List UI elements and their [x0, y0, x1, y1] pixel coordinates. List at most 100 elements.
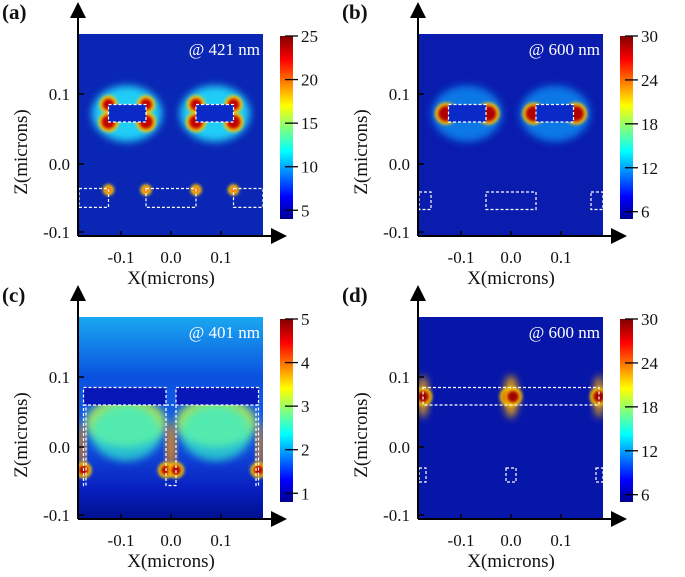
panel-label: (c): [2, 283, 25, 307]
wavelength-annotation: @ 421 nm: [189, 40, 260, 59]
y-tick-label: 0.1: [389, 368, 410, 387]
colorbar-tick-label: 18: [641, 398, 658, 417]
structure-outline: [82, 404, 87, 487]
structure-interior: [176, 387, 259, 405]
structure-outline: [535, 103, 575, 123]
structure-interior: [536, 104, 574, 122]
x-axis-label: X(microns): [127, 551, 215, 572]
colorbar-tick-label: 10: [301, 158, 318, 177]
colorbar-tick-label: 1: [301, 484, 310, 503]
colorbar-tick-label: 6: [641, 203, 650, 222]
colorbar-tick-label: 4: [301, 354, 310, 373]
structure-outline: [195, 103, 235, 123]
hotspot: [507, 390, 519, 403]
y-tick-label: 0.0: [389, 155, 410, 174]
structure-outline: [422, 386, 600, 406]
colorbar-tick-label: 12: [641, 442, 658, 461]
y-tick-label: 0.1: [49, 368, 70, 387]
y-tick-label: -0.1: [383, 223, 410, 242]
structure-outline: [82, 386, 167, 406]
panel-d: -0.1 0.0 0.10.10.0-0.1X(microns)Z(microns)…: [342, 283, 659, 572]
panel-label: (a): [2, 0, 27, 24]
heatmap-field: [79, 386, 263, 487]
colorbar-tick-label: 18: [641, 115, 658, 134]
x-tick-label: 0.1: [550, 531, 571, 550]
field-glow: [91, 405, 161, 461]
structure-interior: [196, 104, 234, 122]
heatmap-field: [419, 375, 603, 483]
x-axis-label: X(microns): [467, 268, 555, 289]
colorbar-tick-label: 24: [641, 71, 659, 90]
field-glow: [181, 405, 251, 461]
colorbar-tick-label: 6: [641, 486, 650, 505]
colorbar: [280, 319, 293, 502]
x-tick-label: 0.0: [160, 248, 181, 267]
y-tick-label: 0.0: [49, 155, 70, 174]
y-tick-label: -0.1: [43, 506, 70, 525]
y-tick-label: -0.1: [43, 223, 70, 242]
x-tick-label: 0.1: [210, 531, 231, 550]
structure-outline: [505, 467, 517, 483]
colorbar-tick-label: 15: [301, 114, 318, 133]
field-glow: [167, 422, 175, 472]
wavelength-annotation: @ 401 nm: [189, 323, 260, 342]
wavelength-annotation: @ 600 nm: [529, 323, 600, 342]
colorbar-tick-label: 5: [301, 201, 310, 220]
structure-outline: [145, 187, 197, 208]
heatmap-field: [419, 85, 603, 211]
structure-outline: [165, 404, 177, 487]
x-tick-label: 0.1: [550, 248, 571, 267]
x-tick-label: 0.0: [500, 531, 521, 550]
colorbar-tick-label: 3: [301, 397, 310, 416]
x-tick-label: 0.1: [210, 248, 231, 267]
x-axis-label: X(microns): [467, 551, 555, 572]
heatmap-background: [419, 317, 603, 519]
structure-outline: [485, 191, 537, 211]
hotspot: [419, 390, 429, 403]
x-tick-label: -0.1: [448, 248, 475, 267]
structure-interior: [83, 387, 166, 405]
colorbar-tick-label: 25: [301, 27, 318, 46]
structure-outline: [255, 404, 260, 487]
structure-outline: [447, 103, 487, 123]
colorbar-tick-label: 30: [641, 310, 658, 329]
colorbar-tick-label: 24: [641, 354, 659, 373]
panel-c: -0.1 0.0 0.10.10.0-0.1X(microns)Z(microns)…: [2, 283, 310, 572]
y-tick-label: 0.1: [389, 85, 410, 104]
y-tick-label: 0.1: [49, 85, 70, 104]
y-axis-label: Z(microns): [351, 109, 372, 194]
structure-outline: [175, 386, 260, 406]
x-tick-label: -0.1: [108, 248, 135, 267]
colorbar: [280, 36, 293, 219]
y-axis-label: Z(microns): [11, 392, 32, 477]
x-tick-label: 0.0: [160, 531, 181, 550]
x-axis-label: X(microns): [127, 268, 215, 289]
colorbar: [620, 36, 633, 219]
y-axis-label: Z(microns): [351, 392, 372, 477]
x-tick-label: -0.1: [108, 531, 135, 550]
x-tick-label: -0.1: [448, 531, 475, 550]
panel-label: (b): [342, 0, 368, 24]
structure-outline: [419, 191, 432, 211]
x-tick-label: 0.0: [500, 248, 521, 267]
colorbar-tick-label: 12: [641, 159, 658, 178]
y-tick-label: 0.0: [49, 438, 70, 457]
structure-outline: [107, 103, 147, 123]
colorbar-tick-label: 30: [641, 27, 658, 46]
wavelength-annotation: @ 600 nm: [529, 40, 600, 59]
y-tick-label: -0.1: [383, 506, 410, 525]
panel-a: -0.1 0.0 0.10.10.0-0.1X(microns)Z(microns)…: [2, 0, 318, 289]
structure-interior: [108, 104, 146, 122]
colorbar: [620, 319, 633, 502]
panel-b: -0.1 0.0 0.10.10.0-0.1X(microns)Z(microns)…: [342, 0, 659, 289]
structure-interior: [448, 104, 486, 122]
structure-outline: [232, 187, 263, 208]
hotspot: [593, 390, 603, 403]
y-tick-label: 0.0: [389, 438, 410, 457]
y-axis-label: Z(microns): [11, 109, 32, 194]
structure-outline: [595, 467, 603, 483]
structure-outline: [590, 191, 603, 211]
colorbar-tick-label: 2: [301, 441, 310, 460]
panel-label: (d): [342, 283, 368, 307]
